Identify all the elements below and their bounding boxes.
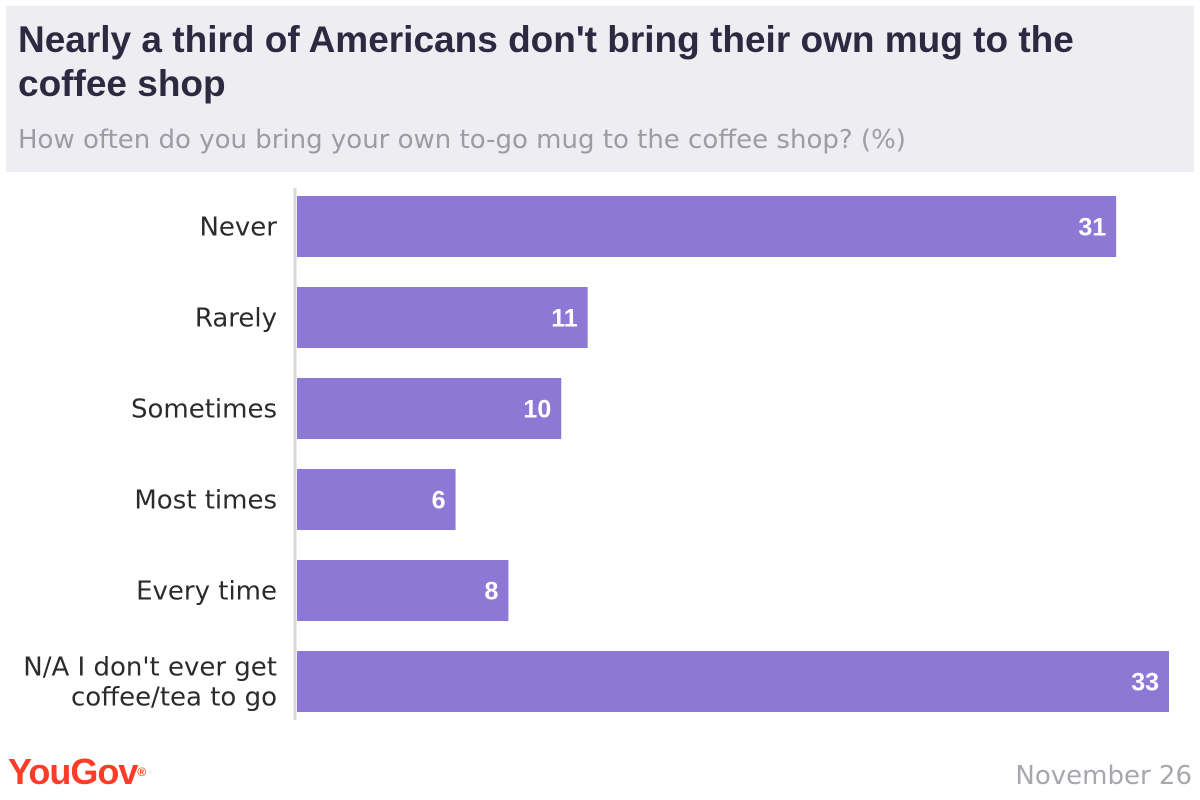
category-label: Every time (136, 577, 277, 607)
category-label: N/A I don't ever get (23, 653, 277, 683)
chart-subtitle: How often do you bring your own to-go mu… (18, 125, 906, 155)
bar (297, 287, 588, 348)
chart-title: Nearly a third of Americans don't bring … (18, 19, 1074, 104)
bar (297, 378, 562, 439)
bar-chart: 31 Never 11 Rarely 10 Sometimes 6 Most times 8 Ev… (23, 188, 1169, 720)
bar (297, 469, 456, 530)
data-label: 33 (1131, 669, 1159, 697)
category-label: Most times (134, 486, 277, 516)
registered-mark-icon: ® (137, 765, 147, 779)
yougov-logo: YouGov® (8, 752, 146, 792)
category-label: Sometimes (131, 395, 277, 425)
bar (297, 651, 1169, 712)
data-label: 11 (551, 305, 578, 333)
bar (297, 560, 509, 621)
bar (297, 196, 1117, 257)
publication-date: November 26 (1015, 761, 1192, 791)
category-label: coffee/tea to go (71, 683, 277, 713)
chart-header: Nearly a third of Americans don't bring … (6, 6, 1194, 172)
data-label: 31 (1078, 214, 1106, 242)
category-label: Never (199, 213, 277, 243)
data-label: 10 (523, 396, 551, 424)
data-label: 8 (484, 578, 498, 606)
data-label: 6 (432, 487, 446, 515)
category-label: Rarely (195, 304, 277, 334)
yougov-logo-text: YouGov (8, 751, 138, 792)
